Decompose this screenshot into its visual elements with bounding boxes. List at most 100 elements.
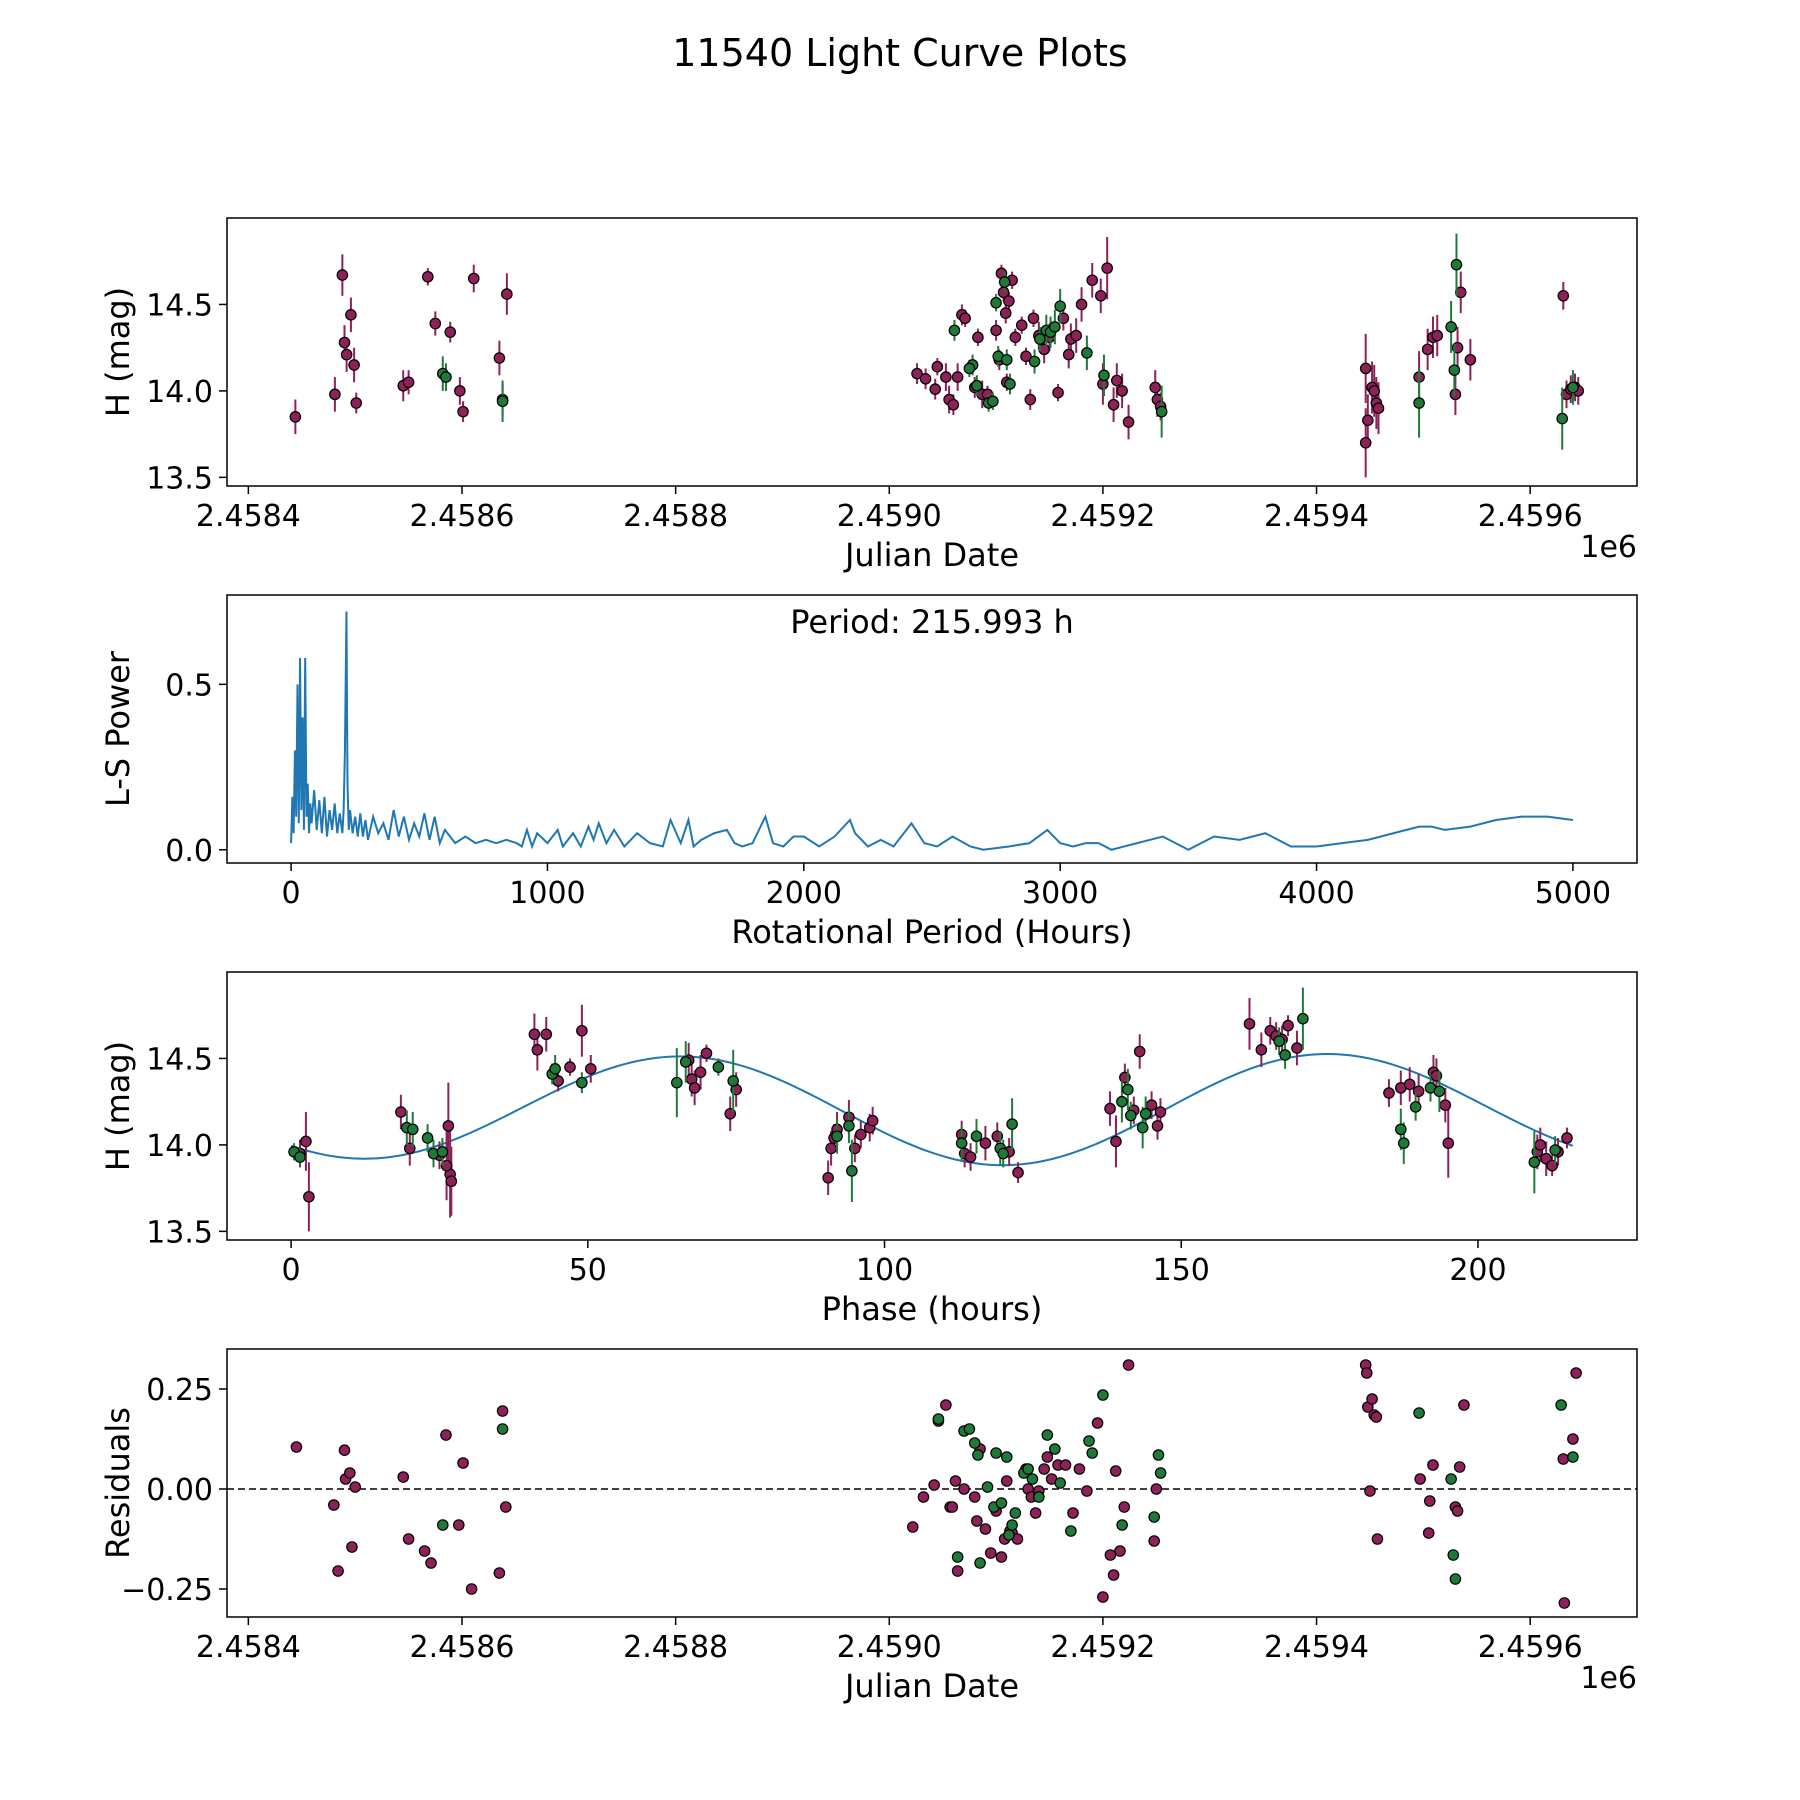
data-point [999, 307, 1012, 319]
data-point [1122, 416, 1135, 428]
data-point [1081, 1485, 1093, 1497]
data-point [1449, 388, 1462, 401]
data-point [1070, 329, 1083, 342]
data-point [300, 1135, 312, 1148]
data-point [436, 1519, 449, 1531]
panel-phase-folded: 0 50 100 150 200 13.5 14.0 14.5 Phase (hours) H (… [99, 971, 1638, 1328]
data-point [1155, 405, 1168, 418]
x-tick-label: 2.4594 [1264, 1630, 1369, 1665]
data-point [344, 1467, 356, 1479]
data-point [1359, 436, 1372, 449]
data-point [1059, 1459, 1072, 1471]
data-point [421, 1132, 434, 1144]
data-point [576, 1024, 588, 1037]
x-tick-label: 2.4592 [1050, 499, 1155, 534]
data-point [1004, 378, 1016, 390]
y-tick-label: 0.00 [146, 1473, 213, 1508]
data-point [1413, 397, 1425, 409]
data-point [1110, 374, 1123, 387]
data-point [289, 411, 302, 423]
data-point [1081, 347, 1093, 359]
y-tick-label: 14.0 [146, 1129, 213, 1164]
data-point [984, 1547, 997, 1559]
x-tick-label: 2.4588 [623, 499, 728, 534]
data-point [1086, 274, 1099, 287]
data-point [1075, 298, 1088, 311]
data-point [831, 1130, 843, 1143]
x-tick-label: 2.4592 [1050, 1630, 1155, 1665]
data-point [1395, 1123, 1407, 1136]
figure-title: 11540 Light Curve Plots [672, 31, 1127, 75]
data-point [1097, 1389, 1109, 1401]
data-point [425, 1557, 437, 1569]
panel-light-curve: 2.4584 2.4586 2.4588 2.4590 2.4592 2.4594 2.45… [99, 217, 1638, 574]
data-point [1567, 1433, 1579, 1445]
x-tick-label: 150 [1153, 1253, 1210, 1288]
data-point [998, 276, 1011, 288]
data-point [1450, 258, 1463, 271]
x-tick-label: 2.4588 [623, 1630, 728, 1665]
x-tick-label: 2.4596 [1478, 1630, 1583, 1665]
data-point [493, 352, 506, 364]
data-point [1027, 312, 1040, 325]
panel-residuals: 2.4584 2.4586 2.4588 2.4590 2.4592 2.4594 2.45… [99, 1348, 1638, 1705]
data-point [531, 1044, 544, 1056]
data-point [1133, 1045, 1146, 1058]
x-tick-label: 1000 [509, 876, 585, 911]
data-point [1442, 1137, 1455, 1149]
data-point [1528, 1156, 1541, 1168]
data-point [1029, 1507, 1042, 1519]
data-point [1255, 1044, 1268, 1056]
data-point [1109, 1465, 1122, 1477]
data-point [397, 1471, 410, 1483]
data-point [1003, 295, 1015, 307]
data-point [1555, 1399, 1567, 1411]
data-point [1015, 319, 1028, 331]
data-point [1073, 1463, 1086, 1475]
data-point [990, 296, 1002, 309]
x-axis-label: Rotational Period (Hours) [731, 913, 1132, 951]
data-point [822, 1171, 834, 1184]
data-point [679, 1056, 692, 1068]
data-point [1026, 1473, 1039, 1485]
data-point [1116, 1095, 1128, 1108]
data-point [1152, 1449, 1165, 1461]
data-point [947, 398, 960, 411]
y-tick-label: 14.0 [146, 375, 213, 410]
x-tick-label: 0 [282, 876, 301, 911]
data-point [1413, 1407, 1425, 1419]
data-point [576, 1076, 588, 1089]
data-point [496, 1423, 509, 1435]
data-point [987, 395, 999, 408]
x-tick-label: 2.4596 [1478, 499, 1583, 534]
data-point [457, 1457, 469, 1469]
data-point [929, 383, 942, 395]
data-point [948, 324, 961, 337]
data-point [1022, 1463, 1034, 1475]
data-point [338, 1444, 351, 1456]
data-point [290, 1441, 303, 1453]
data-point [964, 1151, 977, 1163]
data-point [336, 269, 349, 281]
data-point [1549, 1144, 1561, 1156]
data-point [457, 405, 469, 418]
data-point [1104, 1549, 1117, 1561]
data-point [1570, 1367, 1582, 1379]
y-axis-label: H (mag) [99, 287, 137, 417]
data-point [465, 1583, 478, 1595]
data-point [972, 1449, 984, 1461]
data-point [1116, 385, 1128, 397]
data-point [1282, 1019, 1294, 1032]
data-point [1118, 1501, 1131, 1513]
y-tick-label: 13.5 [146, 1215, 213, 1250]
x-tick-label: 2.4584 [196, 1630, 301, 1665]
data-point [1041, 1451, 1054, 1463]
data-point [1297, 1012, 1309, 1025]
data-point [440, 371, 452, 383]
data-point [946, 1501, 959, 1513]
data-point [959, 312, 971, 325]
data-point [418, 1545, 431, 1557]
data-point [294, 1151, 306, 1163]
data-point [348, 359, 360, 371]
